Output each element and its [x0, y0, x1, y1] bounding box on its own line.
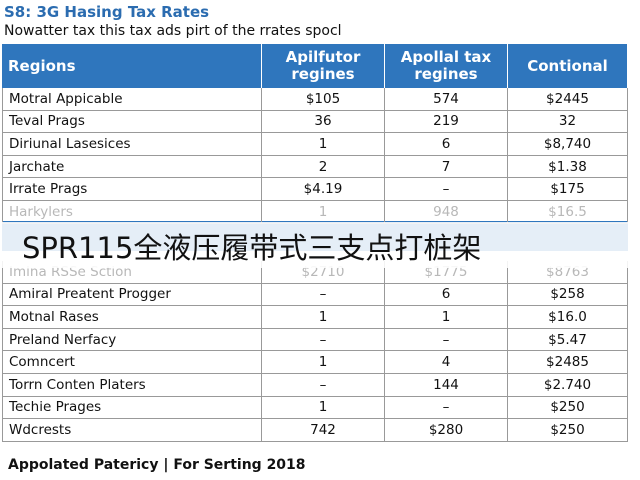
table-cell: $105	[262, 88, 385, 111]
table-cell: $16.5	[508, 201, 628, 224]
column-header: Contional	[508, 44, 628, 88]
table-cell: $2445	[508, 88, 628, 111]
column-header: Regions	[2, 44, 262, 88]
table-cell: $258	[508, 283, 628, 307]
column-header: Apilfutor regines	[262, 44, 385, 88]
table-cell: $16.0	[508, 306, 628, 329]
footer: Appolated Patericy | For Serting 2018	[8, 457, 306, 473]
table-cell: $2.740	[508, 374, 628, 397]
subtitle: Nowatter tax this tax ads pirt of the rr…	[4, 23, 342, 39]
table-cell: 1	[262, 351, 385, 374]
table-cell: –	[262, 374, 385, 397]
table-cell: Amiral Preatent Progger	[2, 283, 262, 307]
table-cell: 1	[262, 201, 385, 224]
table-cell: Torrn Conten Platers	[2, 374, 262, 397]
table-cell: 742	[262, 419, 385, 442]
table-cell: –	[385, 178, 508, 201]
table-cell: 32	[508, 110, 628, 134]
overlay-text: SPR115全液压履带式三支点打桩架	[22, 231, 482, 265]
table-cell: $4.19	[262, 178, 385, 201]
banner	[0, 222, 640, 268]
table-cell: 6	[385, 133, 508, 156]
table-cell: Jarchate	[2, 155, 262, 179]
table-cell: 1	[262, 306, 385, 329]
table-cell: 219	[385, 110, 508, 134]
table-cell: 574	[385, 88, 508, 111]
table-cell: $280	[385, 419, 508, 442]
table-cell: $8,740	[508, 133, 628, 156]
table-cell: 144	[385, 374, 508, 397]
table-cell: $1.38	[508, 155, 628, 179]
table-cell: –	[385, 328, 508, 352]
table-cell: $175	[508, 178, 628, 201]
table-cell: –	[262, 328, 385, 352]
table-cell: $2485	[508, 351, 628, 374]
column-header: Apollal tax regines	[385, 44, 508, 88]
table-cell: Preland Nerfacy	[2, 328, 262, 352]
table-cell: 1	[385, 306, 508, 329]
table-cell: Irrate Prags	[2, 178, 262, 201]
table-cell: 4	[385, 351, 508, 374]
table-cell: Techie Prages	[2, 396, 262, 420]
table-cell: 36	[262, 110, 385, 134]
title: S8: 3G Hasing Tax Rates	[4, 3, 210, 21]
table-cell: –	[262, 283, 385, 307]
table-cell: 948	[385, 201, 508, 224]
table-cell: Motral Appicable	[2, 88, 262, 111]
table-cell: Motnal Rases	[2, 306, 262, 329]
table-cell: 1	[262, 396, 385, 420]
table-cell: Teval Prags	[2, 110, 262, 134]
table-cell: –	[385, 396, 508, 420]
table-cell: 1	[262, 133, 385, 156]
table-cell: $250	[508, 419, 628, 442]
table-cell: Wdcrests	[2, 419, 262, 442]
table-cell: 6	[385, 283, 508, 307]
table-cell: $5.47	[508, 328, 628, 352]
table-cell: $250	[508, 396, 628, 420]
table-cell: Comncert	[2, 351, 262, 374]
table-cell: 2	[262, 155, 385, 179]
table-cell: Harkylers	[2, 201, 262, 224]
table-cell: 7	[385, 155, 508, 179]
table-cell: Diriunal Lasesices	[2, 133, 262, 156]
